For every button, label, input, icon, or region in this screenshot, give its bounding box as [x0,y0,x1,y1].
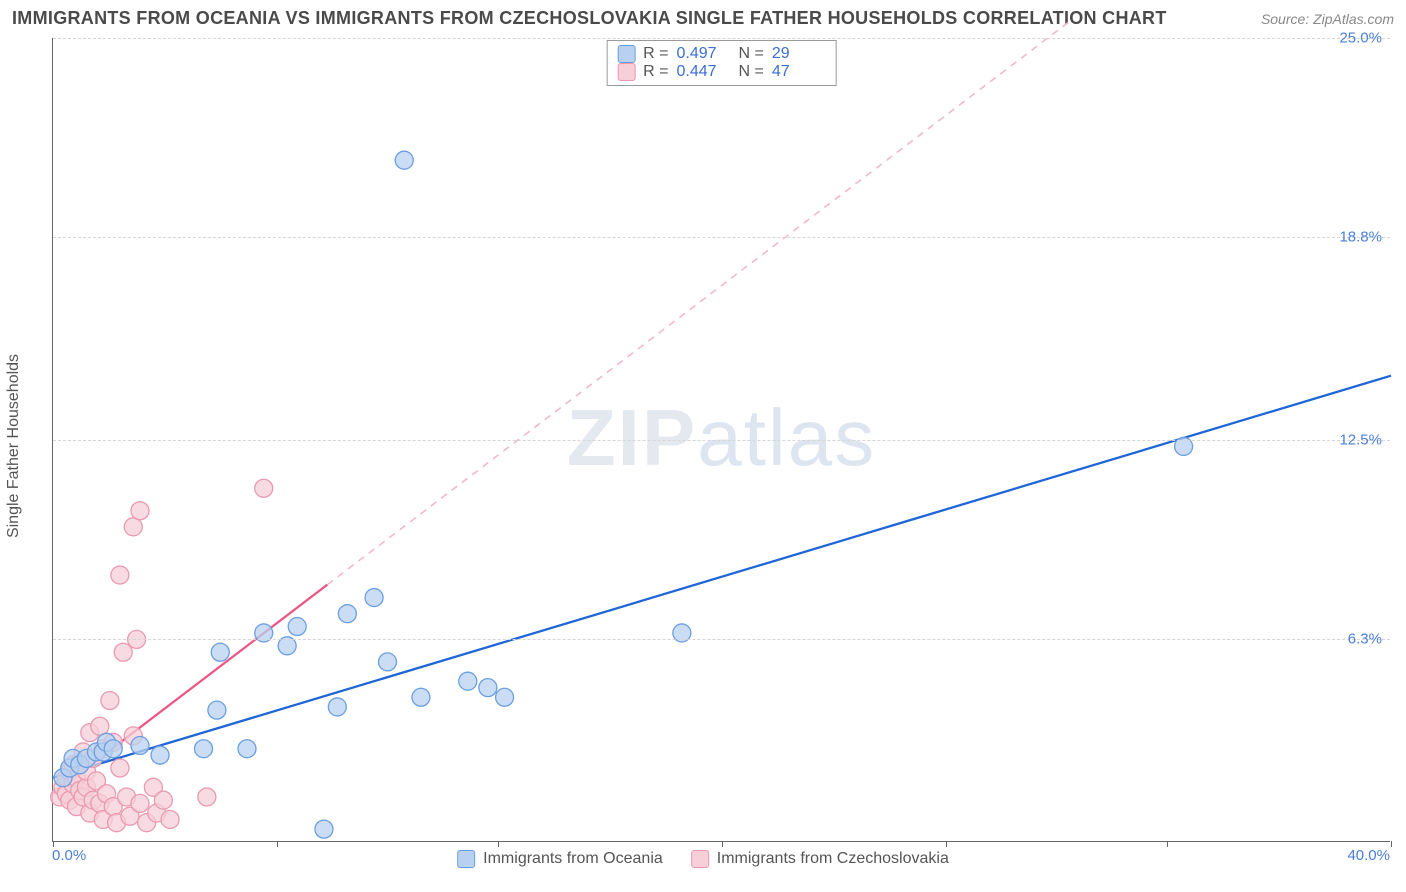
data-point [124,518,142,536]
data-point [114,643,132,661]
data-point [111,759,129,777]
gridline [53,38,1390,39]
x-tick-mark [1167,841,1168,847]
trend-line [327,19,1073,585]
source-attribution: Source: ZipAtlas.com [1261,11,1394,27]
data-point [328,698,346,716]
data-point [365,589,383,607]
x-tick-mark [277,841,278,847]
data-point [131,502,149,520]
data-point [111,566,129,584]
data-point [154,791,172,809]
data-point [338,605,356,623]
trend-line [53,376,1391,778]
data-point [459,672,477,690]
r-label: R = [643,45,668,63]
plot-area: ZIPatlas R = 0.497 N = 29 R = 0.447 N = … [52,38,1390,842]
x-tick-mark [722,841,723,847]
data-point [479,679,497,697]
data-point [101,691,119,709]
gridline [53,440,1390,441]
data-point [151,746,169,764]
data-point [288,618,306,636]
swatch-oceania [617,45,635,63]
data-point [91,717,109,735]
data-point [255,479,273,497]
data-point [238,740,256,758]
data-point [131,737,149,755]
header-bar: IMMIGRANTS FROM OCEANIA VS IMMIGRANTS FR… [0,0,1406,33]
stats-row-oceania: R = 0.497 N = 29 [617,45,826,63]
data-point [198,788,216,806]
data-point [131,794,149,812]
x-axis-min-label: 0.0% [52,847,86,864]
legend-item-czech: Immigrants from Czechoslovakia [691,850,949,868]
chart-title: IMMIGRANTS FROM OCEANIA VS IMMIGRANTS FR… [12,8,1167,29]
stats-row-czech: R = 0.447 N = 47 [617,63,826,81]
x-tick-mark [946,841,947,847]
data-point [161,810,179,828]
r-value-oceania: 0.497 [677,45,731,63]
data-point [208,701,226,719]
data-point [211,643,229,661]
stats-legend: R = 0.497 N = 29 R = 0.447 N = 47 [606,40,837,86]
gridline [53,639,1390,640]
data-point [195,740,213,758]
r-value-czech: 0.447 [677,63,731,81]
y-tick-label: 6.3% [1348,631,1382,648]
gridline [53,237,1390,238]
y-axis-label: Single Father Households [5,354,23,538]
legend-swatch-czech [691,850,709,868]
data-point [104,740,122,758]
x-tick-mark [498,841,499,847]
y-tick-label: 18.8% [1339,229,1382,246]
swatch-czech [617,63,635,81]
data-point [395,151,413,169]
data-point [496,688,514,706]
n-value-czech: 47 [772,63,826,81]
data-point [315,820,333,838]
legend-item-oceania: Immigrants from Oceania [457,850,663,868]
series-legend: Immigrants from Oceania Immigrants from … [457,850,949,868]
data-point [412,688,430,706]
legend-swatch-oceania [457,850,475,868]
n-value-oceania: 29 [772,45,826,63]
y-tick-label: 25.0% [1339,30,1382,47]
data-point [379,653,397,671]
legend-label-czech: Immigrants from Czechoslovakia [717,850,949,868]
x-axis-max-label: 40.0% [1347,847,1390,864]
y-tick-label: 12.5% [1339,432,1382,449]
legend-label-oceania: Immigrants from Oceania [483,850,663,868]
n-label: N = [739,63,764,81]
r-label: R = [643,63,668,81]
n-label: N = [739,45,764,63]
x-tick-mark [1391,841,1392,847]
